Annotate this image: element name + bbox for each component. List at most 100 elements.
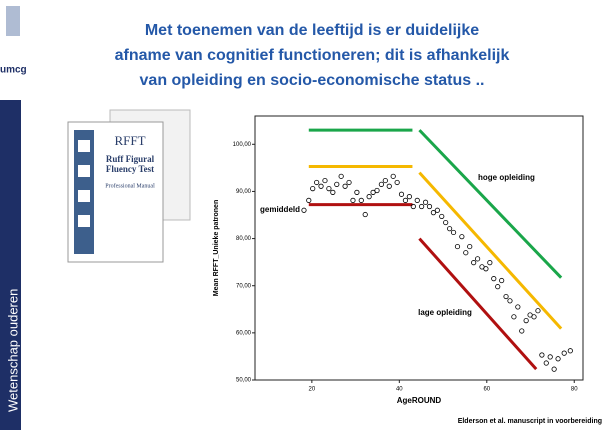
point [342, 183, 348, 189]
point [561, 350, 567, 356]
point [382, 177, 388, 184]
point [390, 173, 396, 179]
point [374, 187, 380, 194]
point [326, 186, 332, 192]
book-subtitle: Ruff Figural [106, 154, 155, 164]
book-icon [78, 140, 90, 152]
point [306, 197, 312, 203]
point [503, 293, 509, 300]
trend-line [418, 237, 538, 371]
point [398, 191, 405, 197]
point [310, 186, 316, 192]
point [463, 250, 469, 256]
annotation: lage opleiding [418, 308, 472, 317]
point [519, 328, 525, 334]
book-icon [78, 215, 90, 227]
title-line: afname van cognitief functioneren; dit i… [115, 47, 510, 64]
point [402, 197, 409, 203]
point [362, 211, 368, 218]
title-line: Met toenemen van de leeftijd is er duide… [145, 22, 479, 39]
point [386, 183, 392, 189]
point [531, 314, 537, 320]
point [394, 179, 400, 186]
book-manual: Professional Manual [105, 182, 155, 189]
point [507, 298, 513, 304]
x-tick-label: 40 [396, 387, 403, 393]
y-tick-label: 90,00 [236, 189, 252, 195]
point [454, 243, 461, 250]
y-tick-label: 80,00 [236, 236, 252, 242]
y-tick-label: 100,00 [233, 142, 252, 148]
annotation: hoge opleiding [478, 173, 535, 182]
y-axis-label: Mean RFFT_Unieke patronen [213, 200, 220, 296]
trend-line [418, 171, 563, 330]
point [543, 360, 549, 366]
y-tick-label: 70,00 [236, 283, 252, 289]
point [511, 314, 517, 320]
book-subtitle: Fluency Test [106, 164, 154, 174]
point [430, 210, 437, 216]
point [515, 304, 521, 310]
x-tick-label: 60 [483, 387, 490, 393]
point [487, 260, 493, 266]
point [301, 207, 307, 213]
annotation: gemiddeld [260, 205, 300, 214]
point [322, 177, 328, 184]
trend-line [418, 129, 563, 279]
book: RFFT Ruff Figural Fluency Test Professio… [67, 109, 191, 263]
point [491, 276, 497, 282]
x-axis-label: AgeROUND [397, 396, 442, 405]
point [338, 173, 344, 179]
book-icon [78, 165, 90, 177]
point [419, 203, 425, 210]
point [358, 197, 364, 203]
book-title: RFFT [114, 133, 145, 148]
point [459, 234, 465, 240]
point [443, 219, 449, 226]
point [410, 203, 416, 210]
book-icon [78, 190, 90, 202]
logo-text: umcg [0, 65, 27, 76]
point [439, 213, 445, 220]
sidebar [0, 100, 21, 430]
point [567, 348, 573, 354]
point [499, 277, 505, 284]
logo-image [6, 6, 20, 36]
point [475, 256, 481, 262]
point [447, 226, 453, 232]
point [535, 308, 541, 314]
point [406, 194, 412, 200]
point [334, 181, 340, 187]
point [471, 260, 477, 266]
sidebar-text: Wetenschap ouderen [5, 289, 20, 412]
point [330, 189, 336, 195]
point [450, 229, 457, 236]
point [555, 356, 561, 362]
x-tick-label: 80 [571, 387, 578, 393]
point [314, 179, 320, 186]
point [539, 352, 545, 358]
point [547, 354, 553, 360]
point [426, 203, 433, 210]
point [318, 183, 324, 189]
point [551, 366, 557, 372]
title-line: van opleiding en socio-economische statu… [140, 72, 485, 89]
point [495, 284, 501, 290]
point [378, 181, 384, 187]
point [422, 199, 429, 205]
point [483, 266, 489, 272]
point [366, 194, 372, 200]
point [414, 197, 420, 203]
plot-area [254, 115, 584, 381]
point [523, 317, 529, 324]
point [354, 189, 360, 195]
point [346, 179, 352, 186]
point [434, 207, 440, 213]
point [350, 197, 356, 203]
y-tick-label: 60,00 [236, 330, 252, 336]
x-tick-label: 20 [309, 387, 316, 393]
citation: Elderson et al. manuscript in voorbereid… [458, 418, 602, 425]
y-tick-label: 50,00 [236, 378, 252, 384]
point [467, 243, 473, 250]
